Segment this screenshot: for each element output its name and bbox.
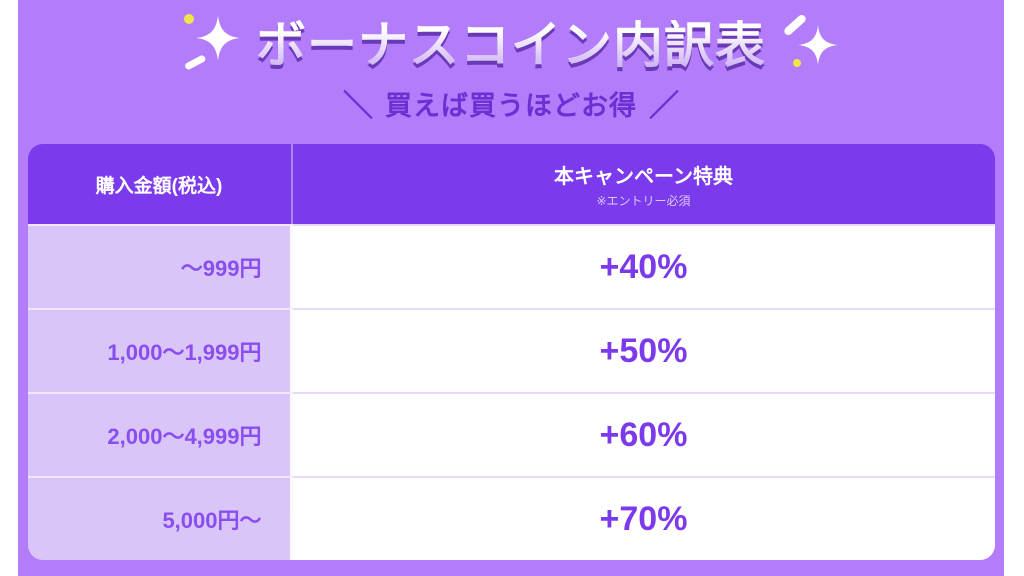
table-row-range: 1,000～1,999円 <box>27 308 293 392</box>
table-row-bonus: +70% <box>292 476 995 560</box>
subtitle-left-slash: ＼ <box>343 90 373 123</box>
entry-required-note: ※エントリー必須 <box>596 193 691 208</box>
subtitle: ＼ 買えば買うほどお得 ／ <box>18 84 1004 123</box>
bonus-breakdown-table: 購入金額(税込) 本キャンペーン特典 ※エントリー必須 ～999円 +40% 1… <box>27 144 995 560</box>
purple-panel: ボーナスコイン内訳表 ＼ 買えば買うほどお得 ／ 購入金額(税込) 本キャンペー… <box>18 0 1004 576</box>
column-header-purchase-amount: 購入金額(税込) <box>27 144 293 224</box>
page-title: ボーナスコイン内訳表 <box>256 17 766 73</box>
subtitle-text: 買えば買うほどお得 <box>385 90 637 121</box>
sparkle-icon <box>780 7 842 84</box>
table-row-range: ～999円 <box>27 224 293 308</box>
table-row-range: 5,000円～ <box>27 476 293 560</box>
table-row-range: 2,000～4,999円 <box>27 392 293 476</box>
table-row-bonus: +60% <box>292 392 995 476</box>
title-row: ボーナスコイン内訳表 <box>18 0 1004 78</box>
table-row-bonus: +50% <box>292 308 995 392</box>
sparkle-icon <box>180 7 242 84</box>
column-header-campaign-bonus: 本キャンペーン特典 ※エントリー必須 <box>292 144 995 224</box>
subtitle-right-slash: ／ <box>649 90 679 123</box>
campaign-header-label: 本キャンペーン特典 <box>554 165 733 188</box>
table-row-bonus: +40% <box>292 224 995 308</box>
